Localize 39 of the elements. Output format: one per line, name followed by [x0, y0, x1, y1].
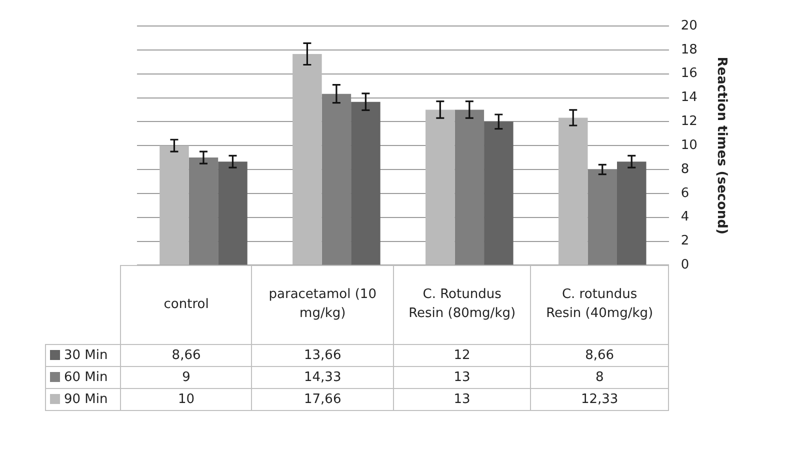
bar — [588, 170, 617, 265]
bar — [484, 122, 514, 265]
bar — [454, 110, 484, 265]
bar — [351, 102, 380, 265]
y-tick-label: 12 — [680, 114, 698, 130]
y-tick-label: 20 — [680, 18, 698, 34]
data-label: 12,33 — [530, 388, 668, 411]
y-tick-label: 8 — [680, 162, 690, 177]
legend-label: 60 Min — [46, 366, 121, 389]
y-tick-label: 0 — [680, 258, 690, 273]
y-tick-label: 4 — [680, 210, 690, 225]
data-label: 8,66 — [530, 344, 668, 367]
data-label: 13 — [393, 366, 531, 389]
y-axis-title: Reaction times (second) — [714, 56, 729, 234]
x-tick-label: C. Rotundus Resin (80mg/kg) — [393, 266, 531, 345]
legend-label: 90 Min — [46, 388, 121, 411]
x-tick-label: control — [120, 266, 252, 345]
data-label: 14,33 — [252, 366, 394, 389]
data-label: 8,66 — [120, 344, 252, 367]
data-label: 13 — [393, 388, 531, 411]
bar — [322, 94, 352, 265]
legend-label: 30 Min — [46, 344, 121, 367]
data-label: 12 — [393, 344, 531, 367]
bar — [617, 162, 646, 265]
y-tick-label: 14 — [680, 90, 698, 106]
data-label: 9 — [120, 366, 252, 389]
data-label: 8 — [530, 366, 668, 389]
y-tick-label: 2 — [680, 234, 690, 249]
data-label: 10 — [120, 388, 252, 411]
y-tick-label: 6 — [680, 186, 690, 201]
y-tick-label: 18 — [680, 42, 698, 58]
x-tick-label: paracetamol (10 mg/kg) — [252, 266, 394, 345]
y-tick-label: 16 — [680, 66, 698, 82]
bar — [188, 158, 218, 265]
x-tick-label: C. rotundus Resin (40mg/kg) — [530, 266, 668, 345]
bar — [218, 162, 248, 265]
y-tick-label: 10 — [680, 138, 698, 153]
data-label: 13,66 — [252, 344, 394, 367]
data-label: 17,66 — [252, 388, 394, 411]
